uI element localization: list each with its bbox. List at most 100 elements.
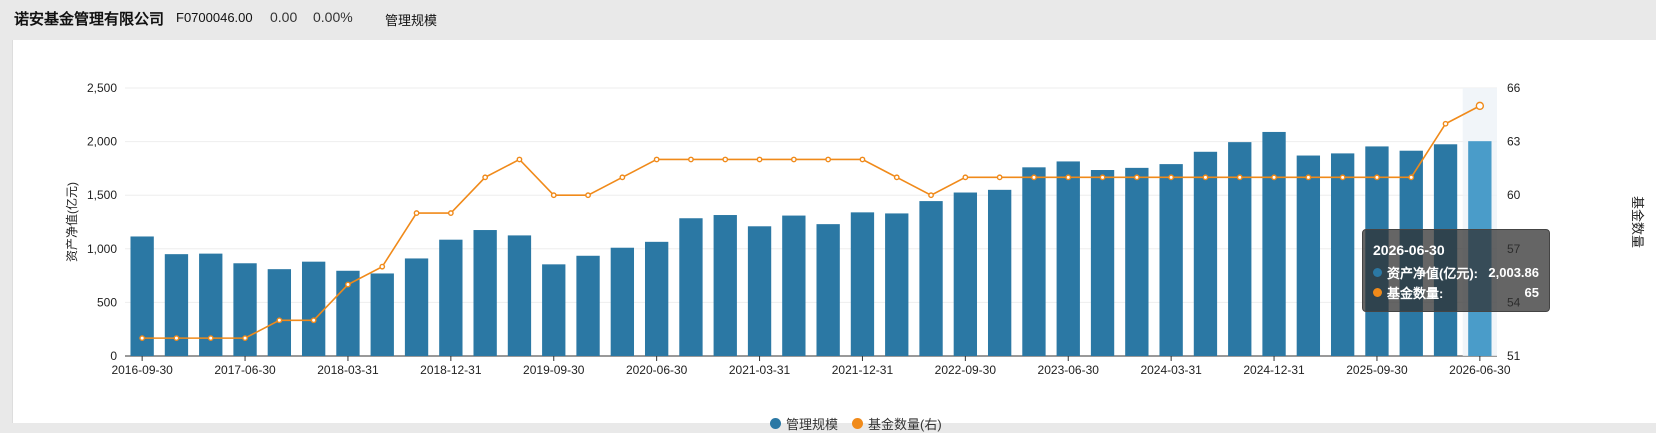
y-tick-label: 0	[110, 349, 117, 363]
line-point	[1408, 174, 1415, 181]
line-point	[756, 156, 763, 163]
x-tick-label: 2021-03-31	[729, 363, 791, 377]
line-point	[619, 174, 626, 181]
line-path	[142, 105, 1481, 339]
line-point	[996, 174, 1003, 181]
line-point	[928, 192, 934, 199]
line-point	[893, 174, 900, 181]
fund-code: F0700046.00	[176, 10, 253, 25]
tooltip-row-count: 基金数量: 65	[1373, 282, 1539, 302]
line-point	[962, 174, 969, 181]
bar	[1262, 131, 1286, 356]
line-point	[550, 192, 557, 199]
x-tick-label: 2024-12-31	[1243, 363, 1305, 377]
line-point	[207, 335, 214, 342]
legend-line-label: 基金数量(右)	[868, 417, 942, 432]
y2-tick-label: 63	[1507, 135, 1521, 149]
line-point	[1202, 174, 1209, 181]
y2-tick-label: 51	[1507, 349, 1521, 363]
bar	[336, 270, 360, 356]
line-point	[1475, 101, 1485, 111]
line-point	[1099, 174, 1106, 181]
grid-lines	[125, 87, 1497, 357]
tooltip-row-nav: 资产净值(亿元): 2,003.86	[1373, 262, 1539, 282]
line-point	[859, 156, 866, 163]
bar	[644, 241, 669, 356]
line-point	[447, 210, 454, 216]
tooltip-row2-label: 基金数量:	[1387, 285, 1444, 301]
line-point	[1065, 174, 1072, 181]
line-point	[825, 156, 832, 163]
tooltip-bar-dot	[1373, 267, 1382, 277]
x-tick-label: 2017-06-30	[214, 363, 276, 377]
legend-bar-dot	[770, 418, 781, 429]
y-axis-title: 资产净值(亿元)	[64, 182, 79, 262]
bar	[1125, 167, 1149, 356]
line-point	[242, 335, 248, 342]
x-tick-label: 2026-06-30	[1449, 363, 1511, 377]
legend-item-bar[interactable]: 管理规模	[770, 414, 838, 433]
tooltip-row1-label: 资产净值(亿元):	[1387, 265, 1478, 281]
line-point	[1442, 120, 1449, 127]
tab-management-scale[interactable]: 管理规模	[385, 13, 438, 28]
bar	[267, 269, 292, 356]
y2-tick-label: 66	[1507, 81, 1521, 95]
bar	[130, 236, 154, 356]
line-point	[722, 156, 729, 163]
y-tick-label: 1,000	[87, 242, 117, 256]
nav-value: 0.00	[270, 9, 298, 25]
bar	[1090, 170, 1115, 356]
line-point	[1374, 174, 1380, 181]
line-point	[516, 156, 523, 163]
y2-tick-label: 60	[1507, 188, 1521, 202]
x-tick-label: 2019-09-30	[523, 363, 585, 377]
line-point	[139, 335, 146, 342]
bar	[713, 215, 737, 356]
bar	[1228, 142, 1252, 356]
line-point	[173, 335, 180, 342]
bar	[747, 226, 772, 356]
x-tick-label: 2018-03-31	[317, 363, 379, 377]
line-point	[653, 156, 660, 163]
bar	[301, 261, 326, 356]
chart-svg[interactable]: 05001,0001,5002,0002,5005154576063662016…	[0, 0, 1656, 423]
line-point	[1339, 174, 1346, 181]
x-tick-label: 2025-09-30	[1346, 363, 1408, 377]
chart-legend: 管理规模 基金数量(右)	[770, 414, 956, 433]
line-point	[1133, 174, 1140, 181]
bar	[404, 258, 429, 356]
bar	[850, 212, 875, 356]
bar	[507, 235, 532, 356]
change-percent: 0.00%	[313, 9, 353, 25]
bar	[370, 273, 394, 356]
line-point	[379, 263, 386, 270]
line-point	[790, 156, 797, 163]
y-tick-label: 2,500	[87, 81, 117, 95]
x-tick-label: 2023-06-30	[1038, 363, 1100, 377]
line-point	[310, 317, 317, 324]
bar	[1056, 161, 1080, 356]
y-tick-label: 1,500	[87, 188, 117, 202]
bar	[816, 224, 840, 356]
legend-item-line[interactable]: 基金数量(右)	[852, 414, 942, 433]
line-point	[1305, 174, 1312, 181]
line-point	[688, 156, 694, 163]
x-tick-label: 2021-12-31	[832, 363, 894, 377]
tooltip-title: 2026-06-30	[1373, 242, 1445, 258]
bar	[542, 264, 566, 356]
line-point	[1236, 174, 1243, 181]
y-tick-label: 500	[97, 295, 117, 309]
bar	[473, 230, 497, 356]
bar	[782, 215, 806, 356]
bar	[885, 213, 909, 356]
chart-tooltip: 2026-06-30 资产净值(亿元): 2,003.86 基金数量: 65	[1362, 229, 1550, 312]
bar	[953, 192, 978, 356]
line-point	[1031, 174, 1037, 181]
bar	[439, 239, 463, 356]
bar	[610, 247, 635, 356]
line-point	[413, 210, 420, 216]
bar	[1296, 155, 1321, 356]
bar	[233, 263, 257, 356]
tooltip-row1-value: 2,003.86	[1488, 264, 1539, 280]
company-name: 诺安基金管理有限公司	[14, 11, 165, 28]
